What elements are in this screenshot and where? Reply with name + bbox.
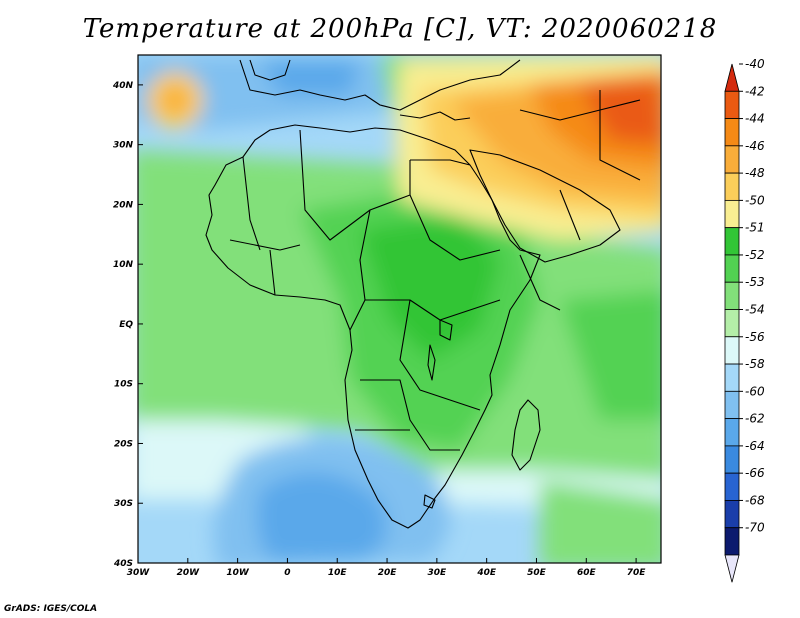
colorbar-swatch (724, 281, 740, 310)
lon-tick-label: 40E (476, 568, 497, 578)
colorbar-swatch (724, 445, 740, 474)
colorbar-label: -62 (745, 412, 765, 426)
colorbar-swatch (724, 527, 740, 556)
lat-tick-label: 10N (113, 260, 134, 270)
colorbar-swatch (724, 199, 740, 229)
colorbar-label: -64 (745, 439, 765, 453)
colorbar-swatch (724, 390, 740, 420)
lat-tick-label: 40S (113, 559, 133, 569)
colorbar-label: -70 (745, 521, 765, 535)
colorbar-swatch (724, 363, 740, 392)
lon-tick-label: 20E (378, 568, 398, 578)
colorbar-label: -60 (745, 384, 765, 398)
colorbar-swatch (724, 500, 740, 529)
colorbar-label: -46 (745, 139, 765, 153)
colorbar-swatch (724, 145, 740, 174)
colorbar-label: -58 (745, 357, 765, 371)
colorbar-label: -68 (745, 493, 765, 507)
colorbar-swatch (724, 227, 740, 256)
lon-tick-label: 50E (527, 568, 547, 578)
colorbar-label: -42 (745, 84, 765, 98)
colorbar-label: -44 (745, 112, 765, 126)
lat-tick-label: 30N (113, 141, 134, 151)
colorbar-label: -40 (745, 57, 765, 71)
lat-tick-label: 30S (114, 499, 133, 509)
colorbar-label: -56 (745, 330, 765, 344)
plot-frame (137, 54, 662, 564)
colorbar-swatch (724, 254, 740, 283)
lat-tick-label: 20N (113, 200, 134, 210)
colorbar-swatch (724, 472, 740, 501)
lon-tick-label: 10W (226, 568, 250, 578)
lon-tick-label: 70E (627, 568, 647, 578)
colorbar-label: -52 (745, 248, 765, 262)
colorbar: -40 -42 -44 -46 -48 -50 -51 -52 -53 -54 -56 -58 -60 -… (724, 57, 765, 583)
lon-tick-label: 0 (284, 568, 290, 578)
coastlines (205, 59, 641, 529)
lon-tick-label: 30W (127, 568, 151, 578)
temperature-field (138, 55, 661, 563)
lat-tick-label: 20S (114, 439, 133, 449)
colorbar-label: -53 (745, 275, 765, 289)
lon-tick-label: 10E (328, 568, 348, 578)
colorbar-label: -48 (745, 166, 765, 180)
axis-ticks: 30W 20W 10W 0 10E 20E 30E 40E 50E 60E 70E 40N 30N 20N… (112, 81, 646, 578)
colorbar-label: -51 (745, 221, 765, 235)
colorbar-label: -50 (745, 193, 765, 207)
colorbar-label: -54 (745, 303, 765, 317)
colorbar-swatch (724, 309, 740, 338)
colorbar-swatch (724, 118, 740, 147)
lat-tick-label: EQ (119, 320, 133, 330)
lat-tick-label: 40N (112, 81, 134, 91)
lon-tick-label: 30E (428, 568, 448, 578)
colorbar-swatch (724, 336, 740, 365)
lat-tick-label: 10S (114, 380, 133, 390)
colorbar-swatch (724, 418, 740, 447)
colorbar-swatch (724, 63, 740, 92)
colorbar-swatch (724, 90, 740, 119)
colorbar-label: -66 (745, 466, 765, 480)
lon-tick-label: 20W (177, 568, 201, 578)
grads-credit: GrADS: IGES/COLA (4, 604, 98, 614)
lon-tick-label: 60E (577, 568, 597, 578)
colorbar-bottom-arrow (724, 554, 740, 583)
colorbar-swatch (724, 172, 740, 201)
map-title: Temperature at 200hPa [C], VT: 202006021… (82, 14, 718, 44)
